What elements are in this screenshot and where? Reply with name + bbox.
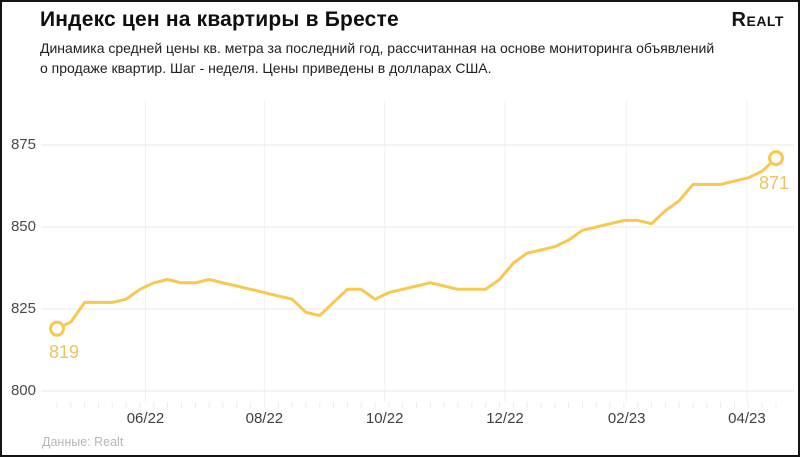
start-point-marker: [49, 320, 65, 337]
end-point-marker: [768, 150, 785, 167]
x-axis-tick-label: 02/23: [607, 410, 646, 427]
y-axis-tick-label: 875: [10, 136, 36, 153]
x-axis-tick-label: 06/22: [126, 410, 165, 427]
y-axis-tick-label: 825: [10, 300, 36, 317]
realt-logo: Realt: [731, 9, 784, 31]
chart-subtitle: Динамика средней цены кв. метра за после…: [40, 40, 715, 76]
y-axis-tick-label: 850: [10, 218, 36, 235]
x-axis-tick-label: 08/22: [245, 410, 284, 427]
data-source: Данные: Realt: [42, 435, 124, 449]
chart-title: Индекс цен на квартиры в Бресте: [40, 8, 399, 31]
x-axis-tick-label: 04/23: [728, 410, 766, 427]
x-axis-tick-label: 12/22: [486, 410, 524, 427]
start-value-label: 819: [48, 342, 80, 362]
x-axis-tick-label: 10/22: [365, 410, 404, 427]
price-line: [55, 156, 778, 331]
end-value-label: 871: [758, 173, 790, 193]
y-axis-tick-label: 800: [10, 382, 36, 399]
